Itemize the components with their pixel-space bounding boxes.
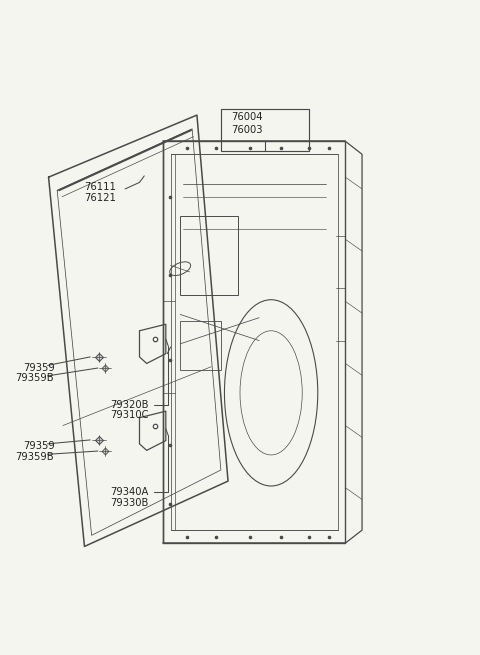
- Text: 79320B: 79320B: [110, 400, 148, 409]
- Text: 79359: 79359: [24, 441, 55, 451]
- Text: 76004: 76004: [231, 112, 263, 122]
- Text: 76121: 76121: [84, 193, 116, 203]
- Text: 79359B: 79359B: [15, 452, 54, 462]
- Text: 79340A: 79340A: [110, 487, 148, 497]
- Text: 76003: 76003: [231, 125, 263, 135]
- Text: 79359B: 79359B: [15, 373, 54, 383]
- Text: 79359: 79359: [24, 363, 55, 373]
- Text: 79330B: 79330B: [110, 498, 148, 508]
- Bar: [180, 321, 221, 370]
- Text: 79310C: 79310C: [110, 410, 148, 420]
- Bar: [221, 109, 310, 151]
- Text: 76111: 76111: [84, 182, 116, 192]
- Bar: [180, 216, 238, 295]
